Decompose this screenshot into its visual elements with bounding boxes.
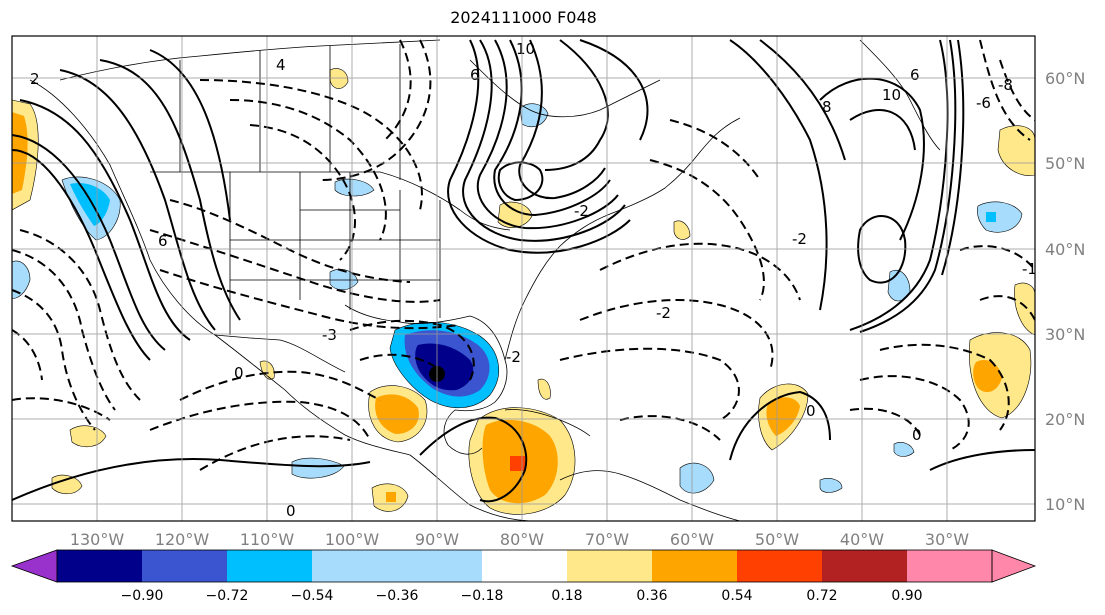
coastline-south-america bbox=[559, 470, 741, 521]
colorbar-bin bbox=[312, 550, 397, 582]
lat-label: 60°N bbox=[1045, 69, 1085, 88]
negative-anomaly-east-atlantic bbox=[976, 201, 1023, 233]
contour-label: 0 bbox=[286, 502, 296, 520]
border-canada-provinces bbox=[179, 44, 401, 180]
lat-label: 20°N bbox=[1045, 410, 1085, 429]
colorbar-tick-label: −0.18 bbox=[461, 588, 504, 604]
contour-label: 10 bbox=[882, 86, 901, 104]
contour-label: -2 bbox=[656, 304, 671, 322]
gridlines bbox=[12, 36, 1035, 521]
colorbar-tick-label: 0.72 bbox=[806, 588, 837, 604]
border-us-mexico bbox=[214, 334, 346, 373]
contour-label: -3 bbox=[322, 326, 337, 344]
contours-dashed bbox=[12, 39, 1035, 471]
contour-label: 0 bbox=[912, 426, 922, 444]
colorbar-max-extend bbox=[991, 549, 1037, 583]
state-lines bbox=[229, 172, 441, 335]
colorbar-bin bbox=[737, 550, 822, 582]
contour-label: -2 bbox=[506, 348, 521, 366]
lon-label: 90°W bbox=[415, 530, 459, 549]
map-panel: 10 6 4 2 -2 0 -3 6 8 10 6 -6 -8 -2 0 -2 … bbox=[11, 35, 1037, 522]
lat-label: 30°N bbox=[1045, 325, 1085, 344]
lon-label: 130°W bbox=[70, 530, 125, 549]
contour-label: -8 bbox=[998, 76, 1013, 94]
map-title: 2024111000 F048 bbox=[450, 8, 597, 27]
lon-label: 40°W bbox=[840, 530, 884, 549]
lon-label: 100°W bbox=[325, 530, 380, 549]
colorbar-tick-label: 0.90 bbox=[891, 588, 922, 604]
lat-label: 40°N bbox=[1045, 240, 1085, 259]
contour-label: 6 bbox=[470, 66, 480, 84]
contour-label: 6 bbox=[158, 232, 168, 250]
colorbar-tick-label: −0.72 bbox=[206, 588, 249, 604]
contour-label: -2 bbox=[574, 202, 589, 220]
lon-label: 80°W bbox=[500, 530, 544, 549]
colorbar-bin bbox=[567, 550, 652, 582]
colorbar-tick-label: −0.54 bbox=[291, 588, 334, 604]
contour-label: 10 bbox=[516, 40, 535, 58]
contour-label: 8 bbox=[822, 98, 832, 116]
colorbar-bin bbox=[907, 550, 992, 582]
coastline-cuba bbox=[504, 409, 591, 437]
colorbar-tick-label: 0.18 bbox=[551, 588, 582, 604]
coastline-north-america-west bbox=[29, 79, 531, 521]
lon-label: 120°W bbox=[155, 530, 210, 549]
contour-label: 2 bbox=[30, 70, 40, 88]
colorbar-tick-label: 0.36 bbox=[636, 588, 667, 604]
colorbar bbox=[10, 549, 1037, 583]
colorbar-tick-label: −0.90 bbox=[121, 588, 164, 604]
colorbar-bin bbox=[822, 550, 907, 582]
colorbar-bin bbox=[227, 550, 312, 582]
coastlines-and-borders bbox=[29, 39, 941, 521]
lon-label: 50°W bbox=[755, 530, 799, 549]
lon-label: 60°W bbox=[670, 530, 714, 549]
coastline-east bbox=[504, 117, 741, 361]
contour-label: 0 bbox=[806, 402, 816, 420]
contour-label: 6 bbox=[910, 66, 920, 84]
lon-label: 30°W bbox=[925, 530, 969, 549]
colorbar-bin bbox=[652, 550, 737, 582]
contour-label: 4 bbox=[276, 56, 286, 74]
coastline-greenland bbox=[859, 39, 941, 151]
map-frame bbox=[11, 35, 1036, 522]
colorbar-tick-label: −0.36 bbox=[376, 588, 419, 604]
contour-label: -1 bbox=[1022, 260, 1037, 278]
contour-labels: 10 6 4 2 -2 0 -3 6 8 10 6 -6 -8 -2 0 -2 … bbox=[30, 40, 1037, 520]
coastline-hudson bbox=[469, 59, 661, 118]
lon-label: 70°W bbox=[585, 530, 629, 549]
contour-label: 0 bbox=[234, 364, 244, 382]
colorbar-tick-label: 0.54 bbox=[721, 588, 752, 604]
negative-anomaly-core bbox=[415, 343, 474, 391]
colorbar-bin bbox=[57, 550, 142, 582]
colorbar-bin bbox=[142, 550, 227, 582]
colorbar-min-extend bbox=[10, 549, 58, 583]
lon-label: 110°W bbox=[240, 530, 295, 549]
lat-label: 50°N bbox=[1045, 154, 1085, 173]
contour-label: -2 bbox=[792, 230, 807, 248]
colorbar-bin bbox=[397, 550, 482, 582]
longitude-labels: 130°W 120°W 110°W 100°W 90°W 80°W 70°W 6… bbox=[70, 530, 969, 549]
contour-label: -6 bbox=[976, 94, 991, 112]
lat-label: 10°N bbox=[1045, 495, 1085, 514]
coastline-gulf bbox=[344, 304, 508, 455]
colorbar-ticks: −0.90 −0.72 −0.54 −0.36 −0.18 0.18 0.36 … bbox=[121, 588, 923, 604]
latitude-labels: 60°N 50°N 40°N 30°N 20°N 10°N bbox=[1045, 69, 1085, 514]
colorbar-bin bbox=[482, 550, 567, 582]
